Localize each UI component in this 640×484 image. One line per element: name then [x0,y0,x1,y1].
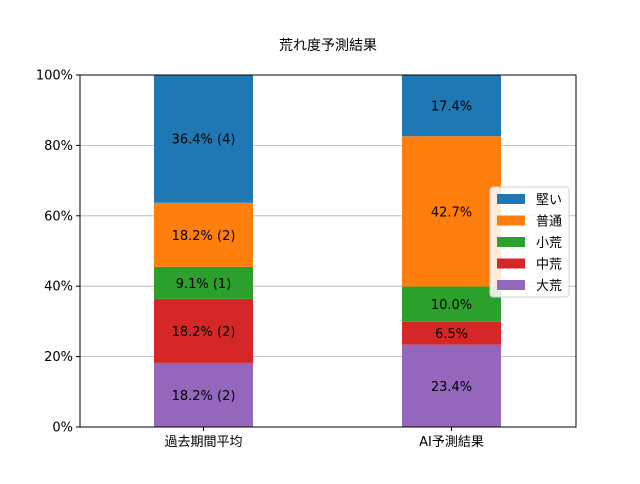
data-label: 23.4% [431,380,472,395]
x-axis: 過去期間平均 AI予測結果 [164,427,484,450]
y-tick-label: 20% [44,350,73,365]
y-tick-label: 0% [52,421,73,436]
bar-segment [402,321,501,345]
chart-title: 荒れ度予測結果 [279,38,377,54]
bar-segment [154,74,253,203]
bar-segment [154,266,253,299]
legend-label: 中荒 [536,258,562,273]
data-label: 9.1% (1) [176,277,232,292]
y-tick-label: 60% [44,209,73,224]
y-tick-label: 100% [36,69,73,84]
bar-segment [154,298,253,363]
bar-segment [402,286,501,322]
plot-frame [79,74,577,428]
legend-swatch [497,194,525,204]
data-label: 18.2% (2) [172,325,236,340]
data-label: 6.5% [435,327,468,342]
x-tick-label: 過去期間平均 [164,435,242,450]
legend-label: 堅い [536,193,562,208]
y-tick-label: 40% [44,280,73,295]
bars [154,74,501,427]
y-axis: 0% 20% 40% 60% 80% 100% [36,69,80,436]
data-label: 42.7% [431,205,472,220]
bar-segment [402,75,501,137]
legend-label: 大荒 [536,279,562,294]
data-label: 36.4% (4) [172,133,236,148]
y-tick-label: 80% [44,139,73,154]
legend-swatch [497,237,525,247]
x-tick-label: AI予測結果 [419,435,484,450]
legend-swatch [497,258,525,269]
data-label: 17.4% [431,100,472,115]
data-label: 18.2% (2) [172,229,236,244]
legend-swatch [497,215,525,226]
bar-segment [154,202,253,267]
legend-box [489,186,570,298]
data-label: 10.0% [431,298,472,313]
bar-segment [402,344,501,427]
bar-segment [402,136,501,287]
legend-swatch [497,280,525,290]
legend-label: 小荒 [536,236,562,251]
data-labels: 18.2% (2) 18.2% (2) 9.1% (1) 18.2% (2) 36.4%… [172,100,473,404]
legend-label: 普通 [536,215,562,230]
bar-segment [154,362,253,427]
data-label: 18.2% (2) [172,389,236,404]
